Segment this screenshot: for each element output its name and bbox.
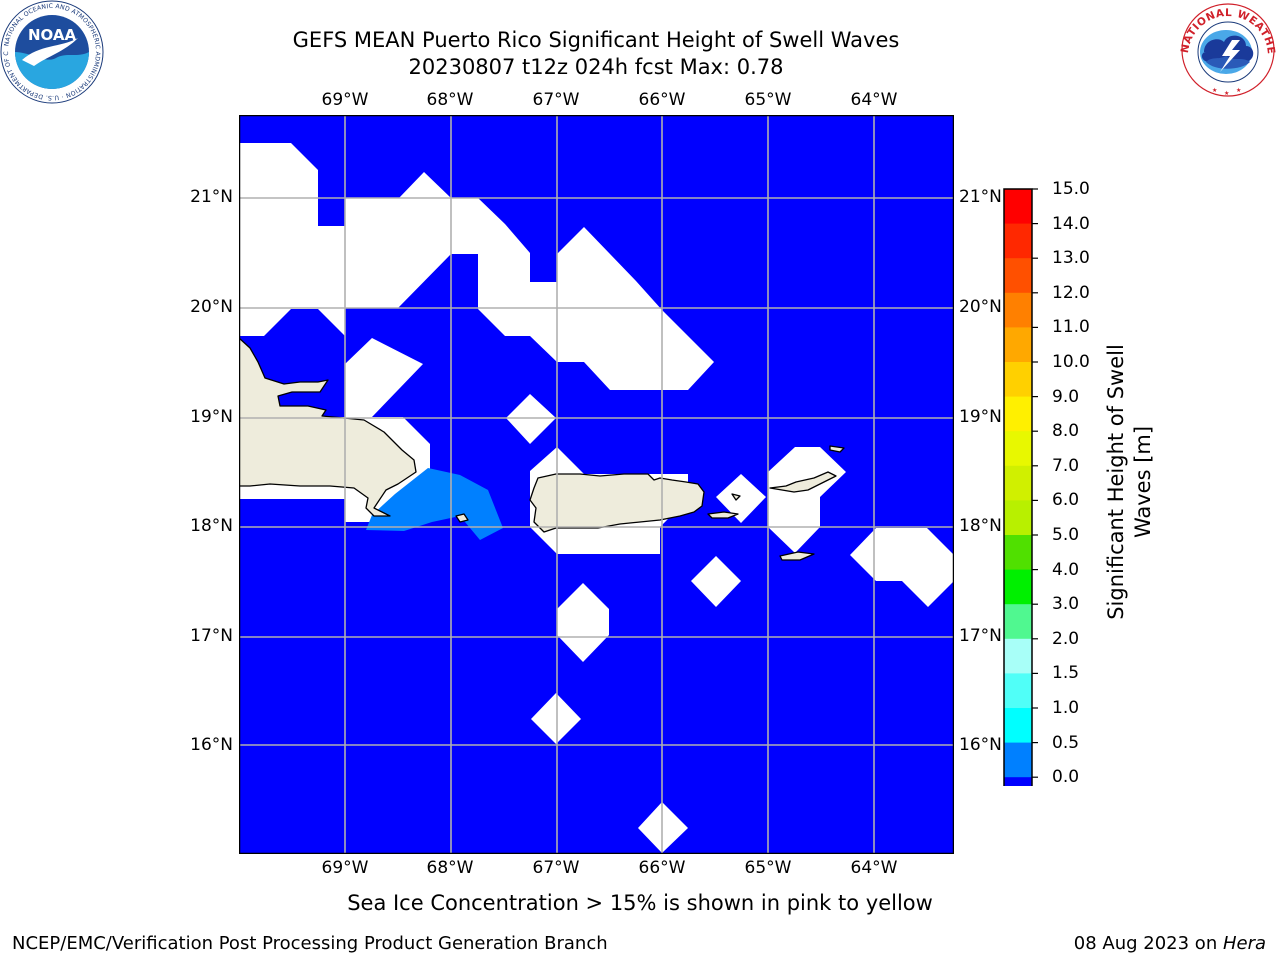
colorbar-tick-label: 12.0 [1052, 282, 1090, 303]
footer-host: Hera [1222, 933, 1266, 954]
colorbar-swatch [1004, 223, 1032, 259]
colorbar-swatch [1004, 431, 1032, 467]
colorbar [1003, 188, 1038, 786]
nodata-region [691, 556, 741, 607]
lat-label-right-19n: 19°N [959, 407, 1002, 427]
lon-label-bottom-69w: 69°W [321, 858, 369, 878]
nodata-region [638, 802, 688, 853]
vieques-island [707, 511, 739, 519]
colorbar-tick-label: 13.0 [1052, 248, 1090, 269]
svg-text:★: ★ [1212, 87, 1217, 94]
lat-label-right-20n: 20°N [959, 297, 1002, 317]
nodata-region [716, 474, 766, 523]
colorbar-swatch [1004, 673, 1032, 709]
colorbar-swatch [1004, 742, 1032, 778]
lat-label-left-21n: 21°N [190, 187, 233, 207]
colorbar-tick-label: 11.0 [1052, 317, 1090, 338]
colorbar-swatch [1004, 362, 1032, 397]
lon-label-top-64w: 64°W [850, 90, 898, 110]
colorbar-swatch [1004, 777, 1032, 786]
lon-label-bottom-64w: 64°W [850, 858, 898, 878]
chart-title-line2: 20230807 t12z 024h fcst Max: 0.78 [408, 55, 784, 79]
lon-label-top-69w: 69°W [321, 90, 369, 110]
colorbar-tick-label: 4.0 [1052, 559, 1080, 580]
colorbar-tick-label: 0.0 [1052, 767, 1080, 788]
lat-label-right-17n: 17°N [959, 626, 1002, 646]
svg-text:★: ★ [1224, 90, 1229, 97]
anegada-island [829, 445, 845, 453]
lon-label-bottom-68w: 68°W [426, 858, 474, 878]
colorbar-swatch [1004, 292, 1032, 328]
noaa-logo-text: NOAA [28, 26, 77, 44]
colorbar-title-line2: Waves [m] [1131, 426, 1155, 538]
colorbar-swatch [1004, 638, 1032, 674]
nodata-region [239, 143, 714, 390]
colorbar-title-line1: Significant Height of Swell [1104, 344, 1128, 620]
colorbar-swatch [1004, 327, 1032, 363]
chart-title-line1: GEFS MEAN Puerto Rico Significant Height… [292, 28, 900, 52]
colorbar-tick-label: 14.0 [1052, 213, 1090, 234]
lat-label-left-20n: 20°N [190, 297, 233, 317]
small-island [731, 493, 741, 501]
colorbar-swatch [1004, 500, 1032, 536]
hispaniola-land [239, 337, 417, 517]
puerto-rico-land [529, 473, 705, 533]
footer-date: 08 Aug 2023 on Hera [1074, 933, 1266, 954]
lon-label-top-68w: 68°W [426, 90, 474, 110]
colorbar-tick-label: 8.0 [1052, 421, 1080, 442]
footer-date-text: 08 Aug 2023 on [1073, 933, 1223, 954]
colorbar-swatch [1004, 396, 1032, 432]
nws-logo: NATIONAL WEATHER SERVICE ★ ★ ★ [1176, 0, 1276, 97]
colorbar-tick-label: 2.0 [1052, 628, 1080, 649]
nodata-region [531, 693, 581, 744]
colorbar-tick-label: 5.0 [1052, 525, 1080, 545]
lat-label-right-21n: 21°N [959, 187, 1002, 207]
colorbar-swatch [1004, 189, 1032, 224]
colorbar-swatch [1004, 465, 1032, 501]
svg-text:★: ★ [1236, 87, 1241, 94]
lat-label-left-19n: 19°N [190, 407, 233, 427]
colorbar-swatch [1004, 604, 1032, 640]
noaa-logo: NATIONAL OCEANIC AND ATMOSPHERIC ADMINIS… [0, 0, 104, 104]
lon-label-top-66w: 66°W [638, 90, 686, 110]
mona-island [455, 513, 469, 523]
colorbar-swatch [1004, 708, 1032, 743]
colorbar-tick-label: 1.5 [1052, 663, 1080, 684]
st-croix-island [779, 551, 815, 561]
lon-label-bottom-65w: 65°W [744, 858, 792, 878]
colorbar-tick-label: 10.0 [1052, 352, 1090, 372]
nodata-region [506, 394, 556, 444]
lat-label-left-18n: 18°N [190, 516, 233, 536]
colorbar-tick-label: 1.0 [1052, 698, 1080, 718]
lat-label-left-17n: 17°N [190, 626, 233, 646]
colorbar-swatch [1004, 569, 1032, 605]
lat-label-right-16n: 16°N [959, 735, 1002, 755]
lon-label-top-65w: 65°W [744, 90, 792, 110]
lat-label-left-16n: 16°N [190, 735, 233, 755]
colorbar-swatch [1004, 258, 1032, 294]
footer-branch: NCEP/EMC/Verification Post Processing Pr… [12, 933, 608, 954]
virgin-islands-land [769, 471, 837, 493]
colorbar-swatch [1004, 535, 1032, 570]
nodata-region [850, 528, 954, 607]
colorbar-tick-label: 0.5 [1052, 732, 1080, 753]
nodata-region [345, 338, 423, 417]
lat-label-right-18n: 18°N [959, 516, 1002, 536]
lon-label-bottom-66w: 66°W [638, 858, 686, 878]
swell-height-map [239, 115, 954, 854]
colorbar-tick-label: 15.0 [1052, 179, 1090, 199]
colorbar-title: Significant Height of Swell Waves [m] [1104, 344, 1155, 620]
sea-ice-caption: Sea Ice Concentration > 15% is shown in … [347, 891, 933, 915]
colorbar-tick-label: 6.0 [1052, 490, 1080, 511]
colorbar-tick-label: 7.0 [1052, 455, 1080, 476]
lon-label-bottom-67w: 67°W [532, 858, 580, 878]
swell-05-1-patch [366, 468, 503, 540]
map-frame [239, 115, 954, 854]
colorbar-tick-label: 9.0 [1052, 386, 1080, 407]
graticule [239, 115, 954, 854]
lon-label-top-67w: 67°W [532, 90, 580, 110]
nodata-region [557, 583, 609, 662]
colorbar-tick-label: 3.0 [1052, 594, 1080, 615]
